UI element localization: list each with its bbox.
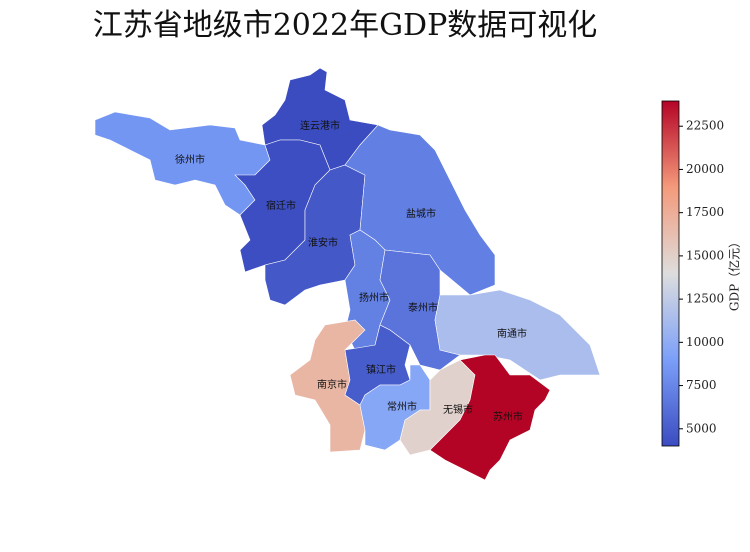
region-label: 扬州市 — [359, 291, 389, 304]
colorbar-tick-label: 5000 — [686, 421, 717, 435]
colorbar-tick-label: 20000 — [686, 162, 724, 176]
region-label: 宿迁市 — [266, 199, 296, 212]
colorbar-tick-label: 7500 — [686, 378, 717, 392]
region — [429, 354, 551, 481]
region-label: 淮安市 — [308, 236, 338, 249]
region-label: 泰州市 — [408, 301, 438, 314]
region-label: 苏州市 — [493, 410, 523, 423]
regions — [94, 67, 601, 481]
colorbar-tick-label: 12500 — [686, 292, 724, 306]
region-label: 镇江市 — [366, 363, 396, 376]
region-label: 南通市 — [497, 327, 527, 340]
region-label: 无锡市 — [443, 403, 473, 416]
region-label: 连云港市 — [300, 119, 340, 132]
region — [434, 289, 601, 381]
region-label: 南京市 — [317, 378, 347, 391]
colorbar-tick-label: 15000 — [686, 248, 724, 262]
region — [289, 319, 366, 453]
map-title: 江苏省地级市2022年GDP数据可视化 — [93, 8, 598, 43]
colorbar-tick-label: 17500 — [686, 205, 724, 219]
region-label: 盐城市 — [406, 207, 436, 220]
region-label: 徐州市 — [175, 153, 205, 166]
colorbar — [661, 100, 680, 447]
colorbar-tick-label: 10000 — [686, 335, 724, 349]
region-label: 常州市 — [387, 400, 417, 413]
region — [234, 139, 331, 273]
colorbar-tick-label: 22500 — [686, 119, 724, 133]
colorbar-label: GDP（亿元） — [727, 236, 742, 311]
